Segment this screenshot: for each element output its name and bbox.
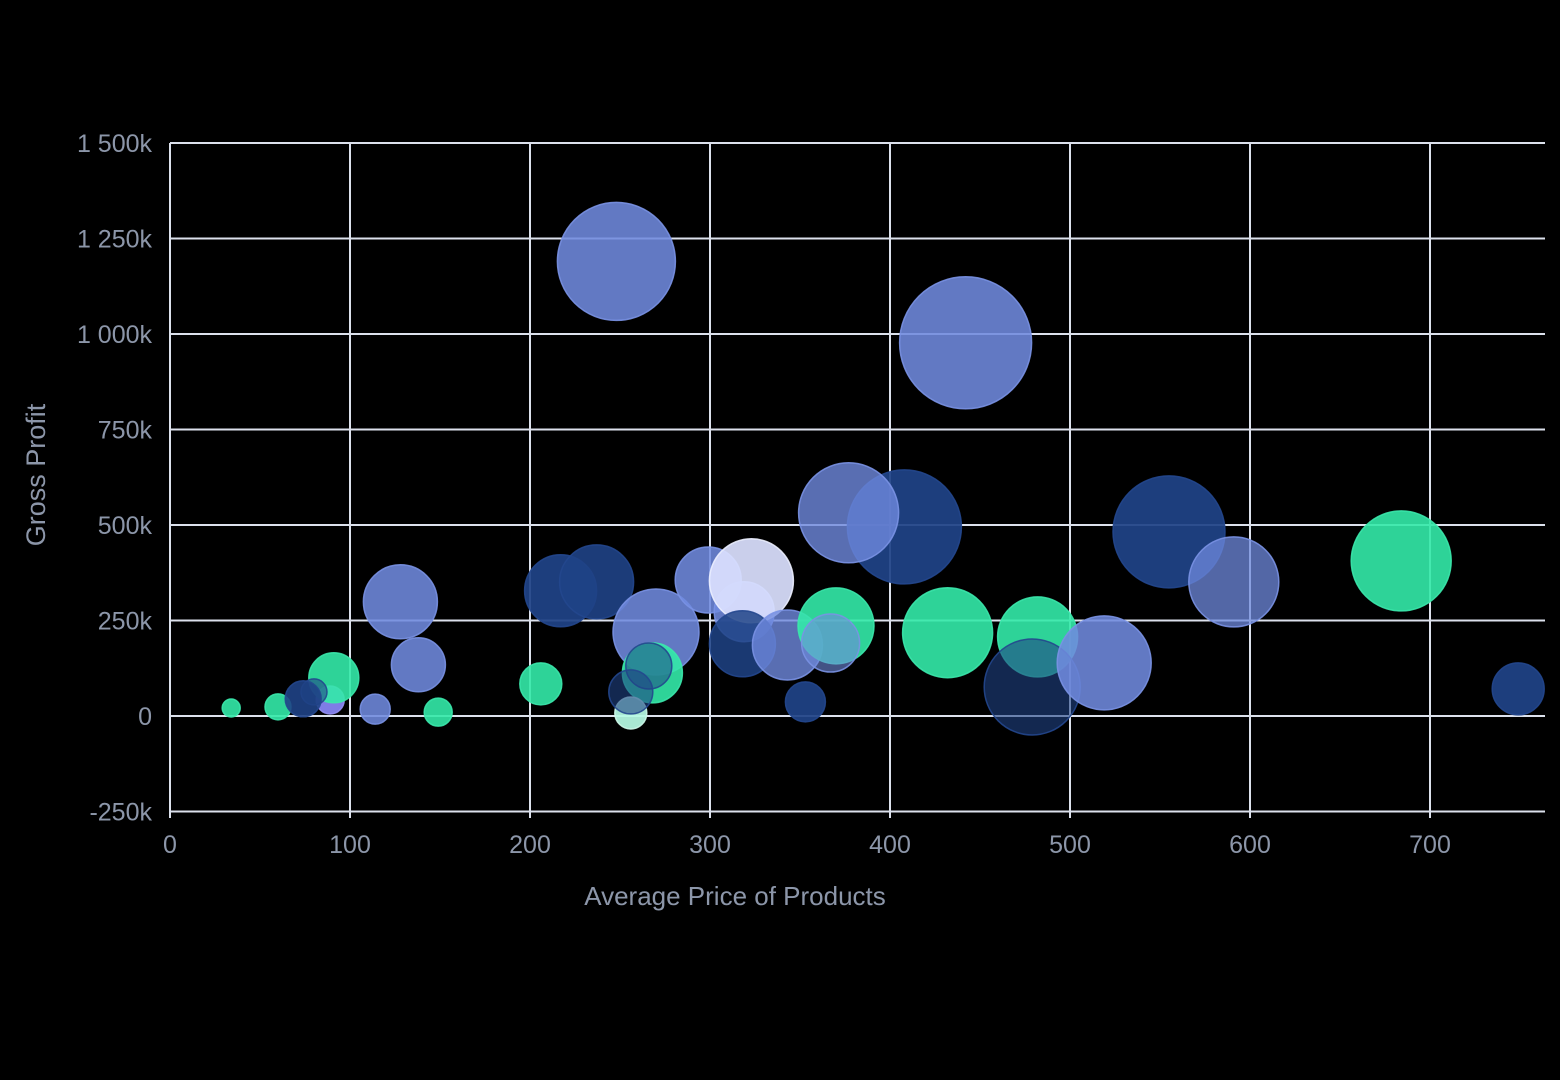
bubble[interactable] (1056, 615, 1152, 711)
bubble[interactable] (359, 693, 391, 725)
y-tick-label: -250k (89, 799, 152, 827)
y-tick-label: 500k (98, 512, 153, 540)
x-tick-label: 600 (1229, 831, 1271, 859)
x-tick-label: 700 (1409, 831, 1451, 859)
tick-label-layer: 1 500k 1 250k 1 000k 750k 500k 250k 0 -250k 0 100… (77, 130, 1451, 859)
x-tick-label: 300 (689, 831, 731, 859)
bubble[interactable] (362, 564, 439, 640)
bubble[interactable] (556, 201, 677, 322)
bubble[interactable] (519, 662, 563, 706)
bubble[interactable] (558, 544, 635, 620)
x-tick-label: 100 (329, 831, 371, 859)
y-tick-label: 1 000k (77, 321, 153, 349)
y-tick-label: 750k (98, 417, 153, 445)
bubble[interactable] (284, 680, 322, 718)
x-tick-label: 400 (869, 831, 911, 859)
x-tick-label: 500 (1049, 831, 1091, 859)
y-tick-label: 1 250k (77, 226, 153, 254)
x-tick-label: 200 (509, 831, 551, 859)
bubble[interactable] (390, 637, 447, 693)
y-tick-label: 1 500k (77, 130, 153, 158)
x-axis-title: Average Price of Products (584, 881, 886, 911)
bubble[interactable] (800, 613, 861, 673)
bubble[interactable] (784, 681, 827, 723)
bubble[interactable] (1188, 536, 1280, 628)
y-tick-label: 250k (98, 608, 153, 636)
bubble[interactable] (1350, 510, 1452, 612)
bubble[interactable] (797, 462, 900, 564)
bubble[interactable] (901, 586, 994, 679)
bubble[interactable] (608, 669, 654, 715)
bubble[interactable] (898, 276, 1033, 410)
bubble[interactable] (1491, 662, 1545, 716)
bubble[interactable] (221, 698, 241, 718)
y-axis-title: Gross Profit (21, 403, 51, 546)
x-tick-label: 0 (163, 831, 177, 859)
y-tick-label: 0 (138, 703, 152, 731)
bubble-layer (221, 201, 1545, 736)
bubble[interactable] (423, 697, 453, 727)
